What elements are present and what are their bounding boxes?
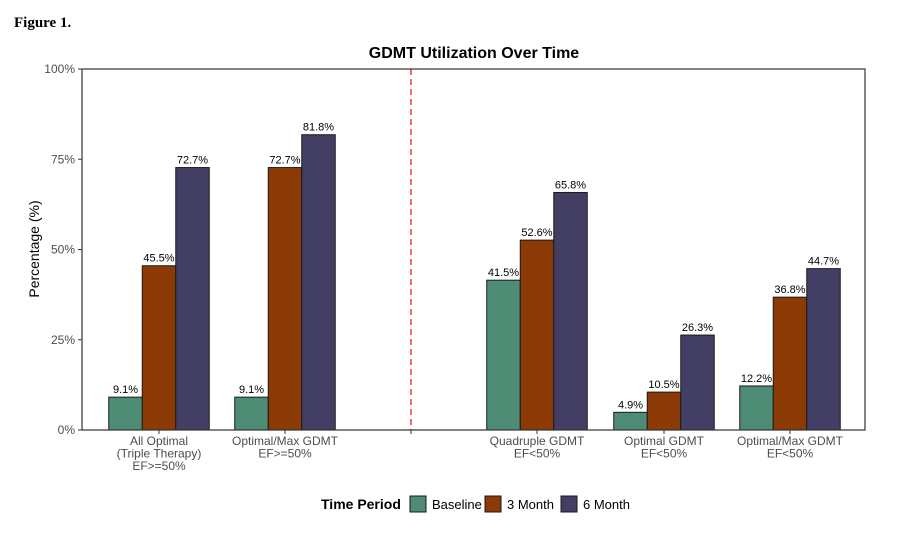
x-tick-label: All Optimal bbox=[130, 434, 188, 448]
y-tick-label: 75% bbox=[51, 152, 75, 166]
figure-label: Figure 1. bbox=[14, 15, 72, 31]
bar bbox=[806, 268, 841, 431]
legend-label: 6 Month bbox=[583, 497, 630, 512]
y-axis-label: Percentage (%) bbox=[26, 200, 42, 297]
bar bbox=[613, 411, 648, 431]
bar-value-label: 52.6% bbox=[521, 227, 552, 239]
bar bbox=[267, 167, 303, 431]
x-tick-label: EF<50% bbox=[514, 447, 561, 461]
bar bbox=[234, 396, 269, 431]
bar-value-label: 41.5% bbox=[488, 267, 519, 279]
chart-title: GDMT Utilization Over Time bbox=[369, 45, 580, 62]
bar-value-label: 44.7% bbox=[808, 256, 839, 268]
plot-panel-border bbox=[81, 68, 866, 431]
y-tick-label: 50% bbox=[51, 243, 75, 257]
bars bbox=[108, 134, 841, 431]
bar bbox=[519, 239, 555, 431]
y-tick-label: 100% bbox=[44, 62, 75, 76]
legend: Time Period Baseline 3 Month 6 Month bbox=[321, 495, 630, 513]
bar-value-label: 9.1% bbox=[113, 384, 138, 396]
legend-label: Baseline bbox=[432, 497, 482, 512]
x-tick-label: EF<50% bbox=[641, 447, 688, 461]
bar-value-label: 65.8% bbox=[555, 179, 586, 191]
x-tick-label: EF<50% bbox=[767, 447, 814, 461]
bar-value-label: 10.5% bbox=[648, 379, 679, 391]
bar bbox=[141, 265, 177, 431]
bar bbox=[739, 385, 774, 431]
x-tick-label: Optimal/Max GDMT bbox=[737, 434, 844, 448]
x-axis: All Optimal(Triple Therapy)EF>=50%Optima… bbox=[117, 430, 844, 473]
x-tick-label: (Triple Therapy) bbox=[117, 447, 202, 461]
bar bbox=[553, 191, 588, 431]
bar bbox=[486, 279, 521, 431]
x-tick-label: Optimal GDMT bbox=[624, 434, 705, 448]
x-tick-label: EF>=50% bbox=[132, 459, 186, 473]
bar-value-label: 4.9% bbox=[618, 399, 643, 411]
legend-label: 3 Month bbox=[507, 497, 554, 512]
legend-swatch bbox=[409, 495, 427, 513]
bar-value-label: 45.5% bbox=[143, 253, 174, 265]
bar bbox=[175, 167, 210, 431]
x-tick-label: Optimal/Max GDMT bbox=[232, 434, 339, 448]
bar-value-label: 72.7% bbox=[269, 155, 300, 167]
legend-title: Time Period bbox=[321, 496, 401, 512]
bar bbox=[301, 134, 336, 431]
bar bbox=[108, 396, 143, 431]
bar-value-label: 26.3% bbox=[682, 322, 713, 334]
y-axis: 0% 25% 50% 75% 100% bbox=[44, 62, 82, 437]
x-tick-label: Quadruple GDMT bbox=[490, 434, 585, 448]
y-tick-label: 25% bbox=[51, 333, 75, 347]
bar bbox=[680, 334, 715, 431]
bar-value-label: 36.8% bbox=[774, 284, 805, 296]
legend-swatch bbox=[560, 495, 578, 513]
bar bbox=[772, 296, 808, 431]
bar-value-label: 12.2% bbox=[741, 373, 772, 385]
bar bbox=[646, 391, 682, 431]
bar-value-labels: 9.1% 9.1% 41.5% 4.9% 12.2% 45.5% 72.7% 52.6% 10.… bbox=[113, 122, 839, 412]
bar-value-label: 9.1% bbox=[239, 384, 264, 396]
legend-swatch bbox=[484, 495, 502, 513]
y-tick-label: 0% bbox=[58, 423, 76, 437]
x-tick-label: EF>=50% bbox=[258, 447, 312, 461]
bar-value-label: 81.8% bbox=[303, 122, 334, 134]
bar-value-label: 72.7% bbox=[177, 155, 208, 167]
